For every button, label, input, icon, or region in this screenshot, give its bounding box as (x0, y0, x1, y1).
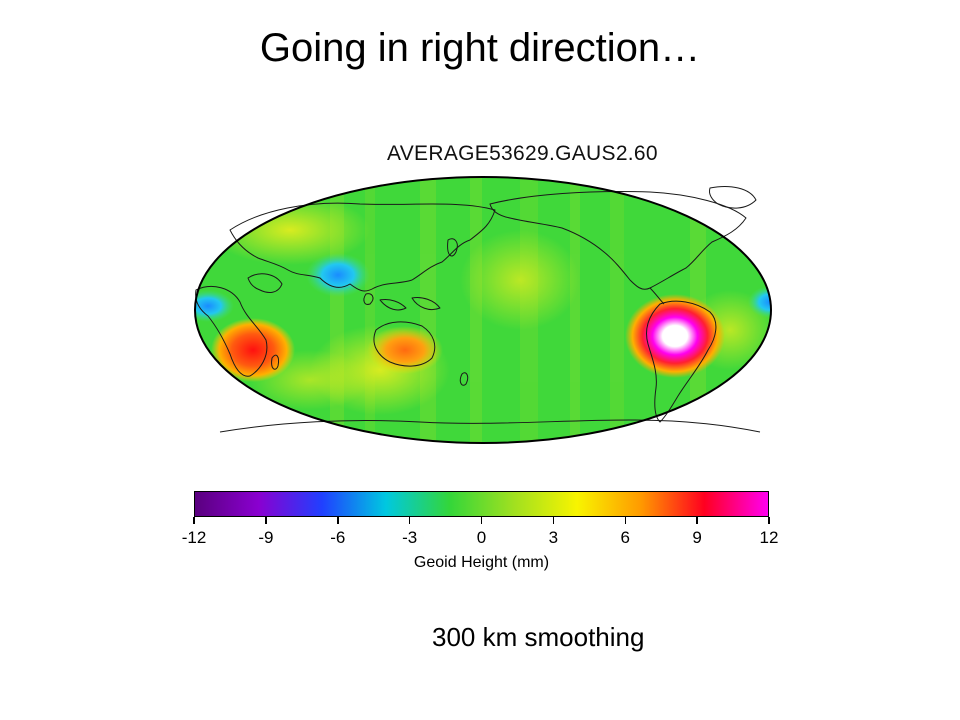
colorbar-tick-label: 9 (692, 528, 702, 547)
colorbar-tick (768, 517, 770, 524)
map-frame (194, 176, 772, 444)
colorbar-tick (337, 517, 339, 524)
australia-anomaly (367, 326, 443, 374)
west-africa-anomaly (195, 290, 234, 322)
colorbar-tick-label: 3 (548, 528, 559, 547)
map-field (195, 177, 771, 443)
geoid-map (190, 170, 776, 470)
south-asia-anomaly (306, 253, 370, 297)
south-america-anomaly (625, 294, 725, 378)
colorbar-tick (408, 517, 411, 524)
colorbar-tick-label: -9 (258, 528, 274, 547)
colorbar-title: Geoid Height (mm) (413, 554, 550, 571)
africa-anomaly (211, 318, 295, 382)
colorbar-tick-label: 0 (476, 528, 487, 547)
colorbar-tick-label: -3 (402, 528, 418, 547)
colorbar-tick (696, 517, 698, 524)
colorbar-tick (265, 517, 267, 524)
colorbar-tick (552, 517, 555, 524)
smoothing-caption: 300 km smoothing (432, 622, 645, 652)
slide-title: Going in right direction… (259, 26, 701, 70)
colorbar-tick-label: 6 (620, 528, 630, 547)
coastlines (195, 186, 761, 433)
colorbar-tick-label: -6 (330, 528, 346, 547)
colorbar-tick (624, 517, 626, 524)
colorbar-tick-label: -12 (181, 528, 207, 547)
colorbar-ticks (193, 517, 770, 527)
colorbar-tick (193, 517, 195, 524)
colorbar-tick-label: 12 (759, 528, 779, 547)
colorbar-tick (480, 517, 483, 524)
colorbar (194, 491, 769, 517)
map-title: AVERAGE53629.GAUS2.60 (387, 142, 658, 165)
